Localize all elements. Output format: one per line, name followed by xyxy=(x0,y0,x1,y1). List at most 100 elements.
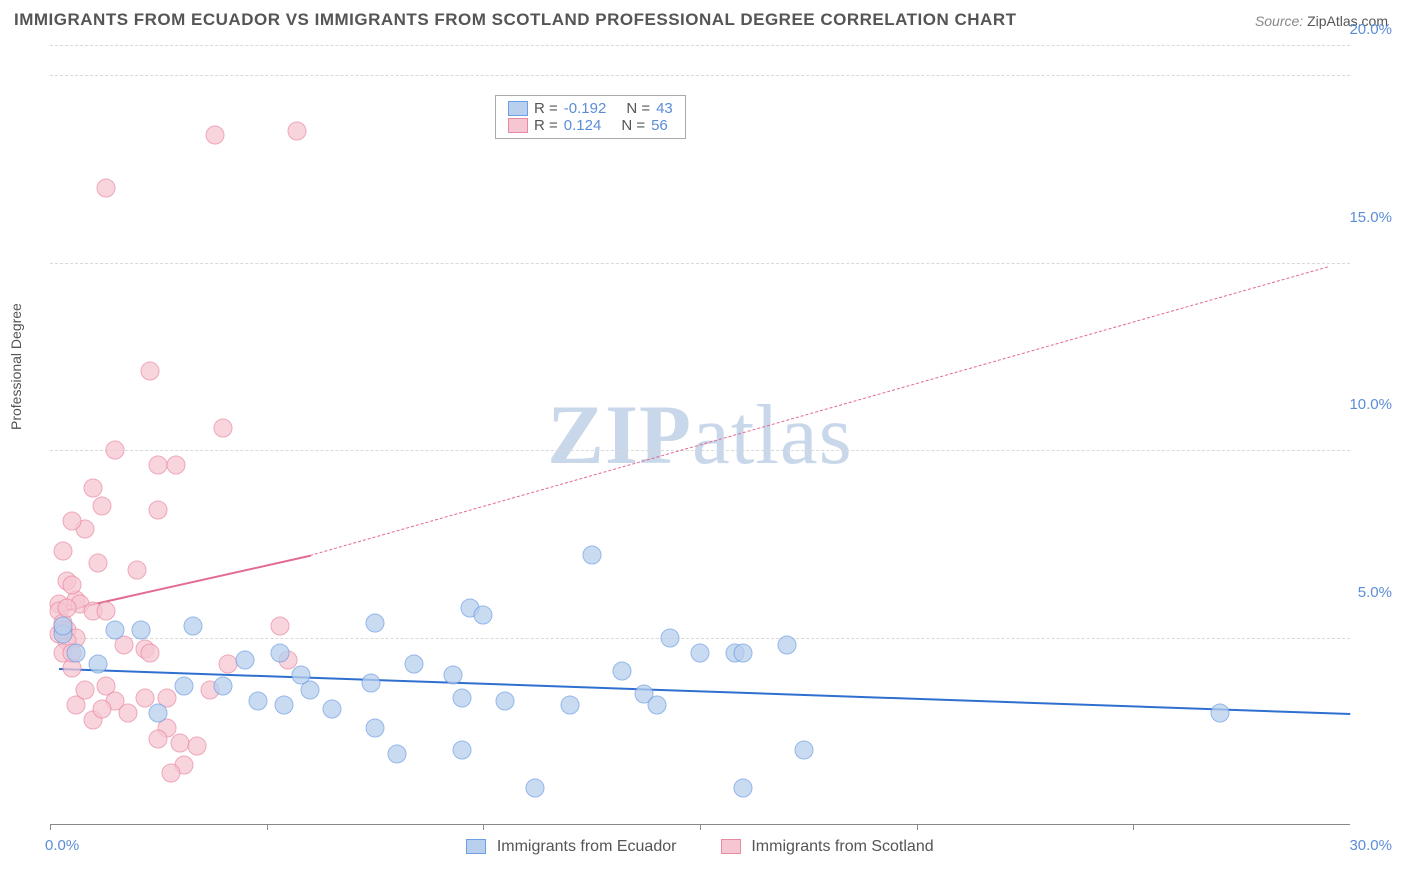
legend-r-val-2: 0.124 xyxy=(564,117,602,134)
x-label-scotland: Immigrants from Scotland xyxy=(751,838,933,855)
data-point-ecuador xyxy=(270,643,289,662)
ytick-label: 20.0% xyxy=(1349,21,1392,38)
legend-r-label-2: R = xyxy=(534,117,558,134)
data-point-ecuador xyxy=(275,696,294,715)
xtick-label-min: 0.0% xyxy=(45,837,79,854)
xtick xyxy=(50,824,51,830)
data-point-ecuador xyxy=(561,696,580,715)
data-point-ecuador xyxy=(292,666,311,685)
data-point-ecuador xyxy=(452,741,471,760)
data-point-ecuador xyxy=(106,621,125,640)
series-legend: Immigrants from Ecuador Immigrants from … xyxy=(50,838,1350,856)
data-point-scotland xyxy=(97,178,116,197)
ytick-label: 15.0% xyxy=(1349,209,1392,226)
data-point-scotland xyxy=(149,729,168,748)
data-point-scotland xyxy=(93,497,112,516)
data-point-scotland xyxy=(140,362,159,381)
data-point-ecuador xyxy=(526,778,545,797)
data-point-scotland xyxy=(119,703,138,722)
data-point-scotland xyxy=(97,602,116,621)
data-point-scotland xyxy=(84,478,103,497)
grid-line xyxy=(50,263,1350,264)
data-point-scotland xyxy=(58,598,77,617)
legend-n-label-1: N = xyxy=(626,100,650,117)
grid-line xyxy=(50,638,1350,639)
xtick xyxy=(267,824,268,830)
data-point-ecuador xyxy=(496,692,515,711)
data-point-ecuador xyxy=(361,673,380,692)
data-point-scotland xyxy=(54,542,73,561)
data-point-ecuador xyxy=(647,696,666,715)
legend-swatch-ecuador xyxy=(508,101,528,116)
data-point-scotland xyxy=(149,456,168,475)
legend-row-scotland: R = 0.124 N = 56 xyxy=(508,117,673,134)
data-point-ecuador xyxy=(214,677,233,696)
x-swatch-scotland xyxy=(721,839,741,854)
data-point-ecuador xyxy=(366,613,385,632)
correlation-legend: R = -0.192 N = 43 R = 0.124 N = 56 xyxy=(495,95,686,139)
data-point-scotland xyxy=(62,512,81,531)
data-point-ecuador xyxy=(88,654,107,673)
grid-line xyxy=(50,45,1350,46)
data-point-ecuador xyxy=(452,688,471,707)
data-point-ecuador xyxy=(322,699,341,718)
data-point-scotland xyxy=(62,576,81,595)
data-point-scotland xyxy=(218,654,237,673)
legend-n-val-2: 56 xyxy=(651,117,668,134)
data-point-ecuador xyxy=(236,651,255,670)
data-point-ecuador xyxy=(366,718,385,737)
xtick xyxy=(917,824,918,830)
data-point-ecuador xyxy=(734,778,753,797)
xtick xyxy=(700,824,701,830)
data-point-ecuador xyxy=(474,606,493,625)
data-point-scotland xyxy=(93,699,112,718)
data-point-ecuador xyxy=(582,546,601,565)
data-point-ecuador xyxy=(387,744,406,763)
data-point-ecuador xyxy=(54,617,73,636)
legend-row-ecuador: R = -0.192 N = 43 xyxy=(508,100,673,117)
data-point-ecuador xyxy=(691,643,710,662)
watermark: ZIPatlas xyxy=(547,386,852,484)
legend-n-val-1: 43 xyxy=(656,100,673,117)
data-point-scotland xyxy=(106,441,125,460)
plot-area: ZIPatlas R = -0.192 N = 43 R = 0.124 N =… xyxy=(50,45,1350,825)
trend-line xyxy=(310,266,1329,556)
legend-swatch-scotland xyxy=(508,118,528,133)
x-swatch-ecuador xyxy=(466,839,486,854)
data-point-scotland xyxy=(75,681,94,700)
data-point-scotland xyxy=(270,617,289,636)
data-point-scotland xyxy=(188,737,207,756)
data-point-ecuador xyxy=(149,703,168,722)
watermark-rest: atlas xyxy=(692,388,853,482)
data-point-ecuador xyxy=(613,662,632,681)
data-point-ecuador xyxy=(734,643,753,662)
x-legend-scotland: Immigrants from Scotland xyxy=(721,838,934,856)
data-point-scotland xyxy=(214,418,233,437)
chart-title: IMMIGRANTS FROM ECUADOR VS IMMIGRANTS FR… xyxy=(14,10,1016,30)
data-point-ecuador xyxy=(175,677,194,696)
data-point-ecuador xyxy=(249,692,268,711)
xtick xyxy=(483,824,484,830)
data-point-scotland xyxy=(171,733,190,752)
data-point-scotland xyxy=(288,122,307,141)
data-point-ecuador xyxy=(405,654,424,673)
data-point-ecuador xyxy=(1211,703,1230,722)
data-point-ecuador xyxy=(132,621,151,640)
grid-line xyxy=(50,450,1350,451)
data-point-ecuador xyxy=(660,628,679,647)
data-point-scotland xyxy=(127,561,146,580)
data-point-scotland xyxy=(149,501,168,520)
data-point-ecuador xyxy=(184,617,203,636)
data-point-scotland xyxy=(166,456,185,475)
legend-n-label-2: N = xyxy=(621,117,645,134)
xtick xyxy=(1133,824,1134,830)
data-point-ecuador xyxy=(795,741,814,760)
x-label-ecuador: Immigrants from Ecuador xyxy=(497,838,677,855)
x-legend-ecuador: Immigrants from Ecuador xyxy=(466,838,676,856)
data-point-ecuador xyxy=(444,666,463,685)
data-point-scotland xyxy=(162,763,181,782)
source-label: Source: xyxy=(1255,13,1303,29)
data-point-scotland xyxy=(88,553,107,572)
y-axis-label: Professional Degree xyxy=(8,303,24,430)
data-point-ecuador xyxy=(67,643,86,662)
